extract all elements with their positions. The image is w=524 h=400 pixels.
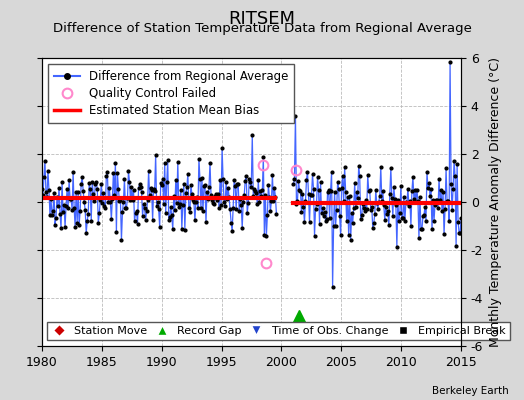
Legend: Station Move, Record Gap, Time of Obs. Change, Empirical Break: Station Move, Record Gap, Time of Obs. C… [48, 322, 510, 340]
Text: Difference of Station Temperature Data from Regional Average: Difference of Station Temperature Data f… [52, 22, 472, 35]
Y-axis label: Monthly Temperature Anomaly Difference (°C): Monthly Temperature Anomaly Difference (… [489, 57, 502, 347]
Text: Berkeley Earth: Berkeley Earth [432, 386, 508, 396]
Text: RITSEM: RITSEM [228, 10, 296, 28]
